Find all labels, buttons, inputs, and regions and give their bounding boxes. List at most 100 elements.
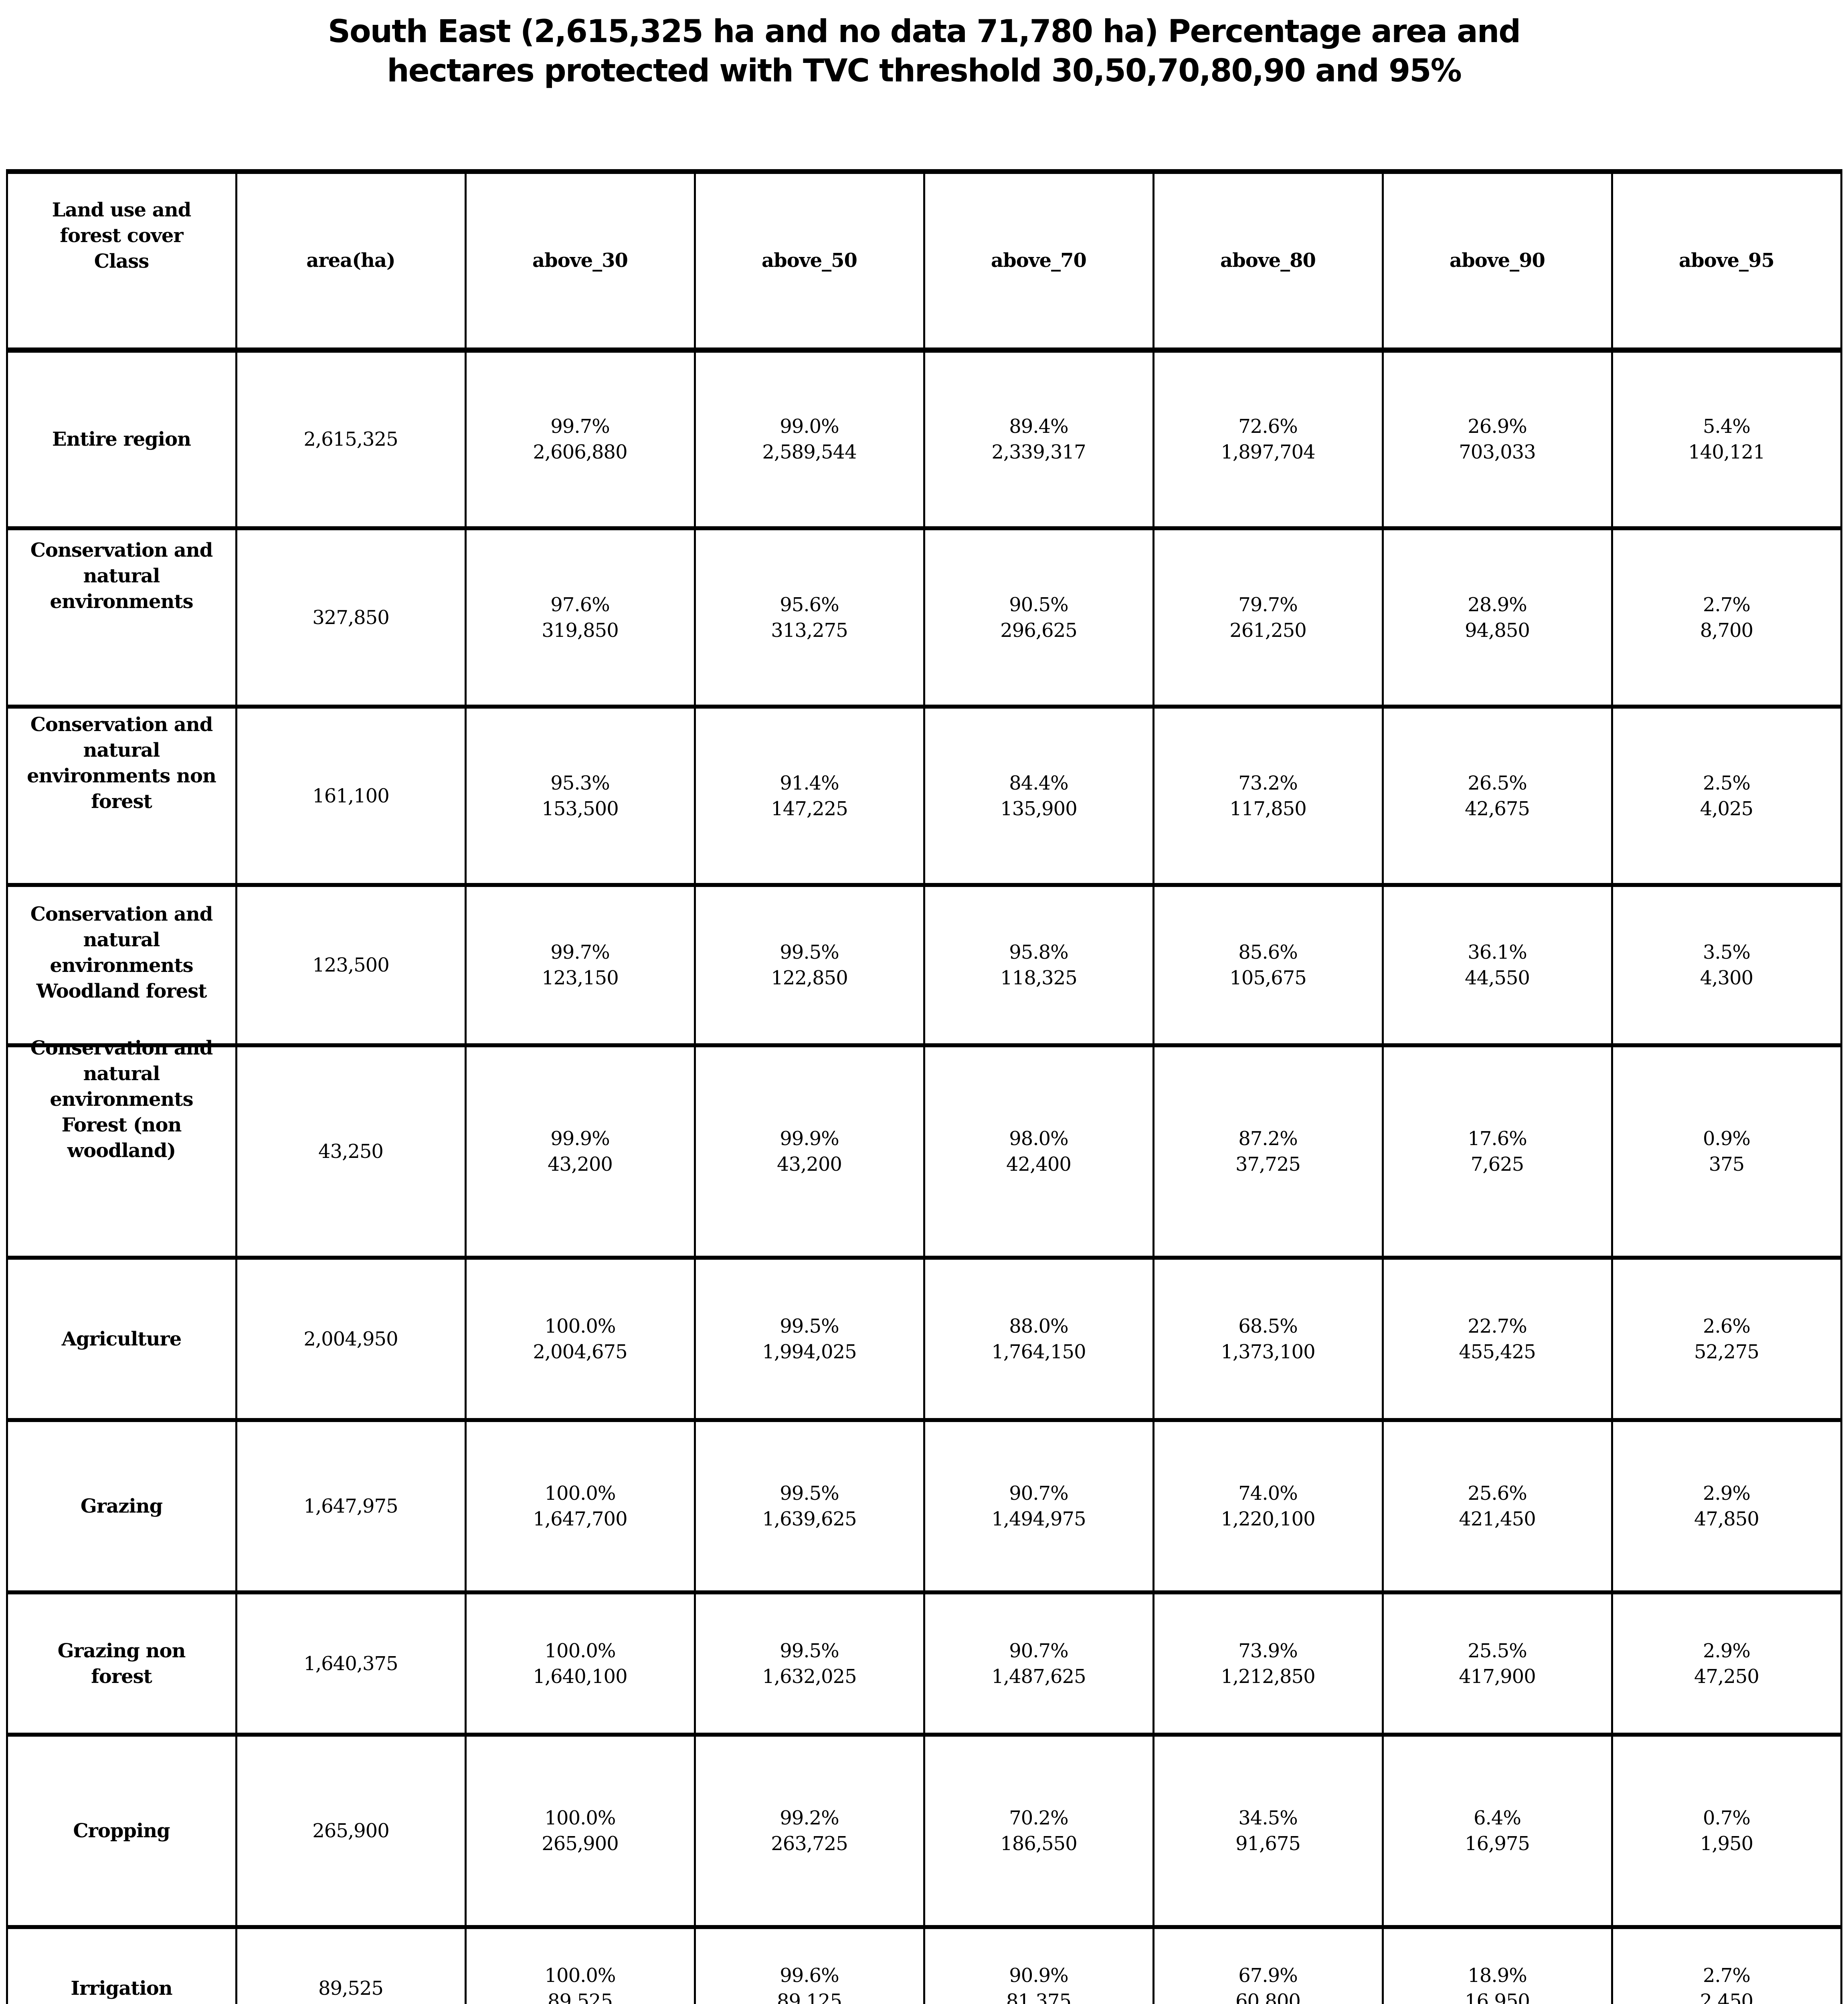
- percent-value: 0.9%: [1703, 1127, 1751, 1150]
- row-label: Conservation and natural environments Wo…: [30, 903, 213, 1002]
- hectares-value: 16,950: [1465, 1990, 1530, 2004]
- threshold-cell: 90.9% 81,375: [923, 1927, 1154, 2004]
- row-label: Conservation and natural environments no…: [27, 713, 216, 813]
- percent-value: 100.0%: [544, 1639, 616, 1662]
- row-label-cell: Conservation and natural environments no…: [6, 707, 237, 885]
- hectares-value: 43,200: [777, 1153, 842, 1176]
- percent-value: 99.7%: [550, 941, 610, 964]
- threshold-cell: 26.9% 703,033: [1381, 350, 1613, 528]
- hectares-value: 43,200: [548, 1153, 613, 1176]
- threshold-cell: 100.0% 2,004,675: [464, 1258, 696, 1420]
- hectares-value: 263,725: [771, 1832, 848, 1855]
- hectares-value: 147,225: [771, 797, 848, 820]
- hectares-value: 455,425: [1459, 1340, 1536, 1363]
- percent-value: 0.7%: [1703, 1807, 1751, 1829]
- hectares-value: 1,220,100: [1221, 1508, 1315, 1530]
- area-ha-value: 2,004,950: [303, 1327, 398, 1350]
- threshold-cell: 99.0% 2,589,544: [694, 350, 925, 528]
- hectares-value: 140,121: [1688, 441, 1765, 464]
- column-header-label: Land use and forest cover Class: [52, 199, 192, 273]
- percent-value: 87.2%: [1238, 1127, 1298, 1150]
- column-header: above_90: [1381, 172, 1613, 350]
- page-title: South East (2,615,325 ha and no data 71,…: [102, 12, 1746, 91]
- percent-value: 6.4%: [1474, 1807, 1521, 1829]
- hectares-value: 261,250: [1229, 619, 1307, 642]
- threshold-cell: 3.5% 4,300: [1611, 885, 1842, 1045]
- hectares-value: 117,850: [1229, 797, 1307, 820]
- hectares-value: 91,675: [1235, 1832, 1301, 1855]
- table-row: Conservation and natural environments 327…: [6, 528, 1842, 707]
- row-label: Irrigation: [71, 1977, 172, 2000]
- area-ha-cell: 43,250: [235, 1045, 467, 1258]
- hectares-value: 1,647,700: [533, 1508, 627, 1530]
- hectares-value: 1,640,100: [533, 1665, 627, 1688]
- hectares-value: 2,606,880: [533, 441, 627, 464]
- threshold-cell: 91.4% 147,225: [694, 707, 925, 885]
- hectares-value: 1,950: [1700, 1832, 1753, 1855]
- hectares-value: 135,900: [1000, 797, 1078, 820]
- threshold-cell: 6.4% 16,975: [1381, 1735, 1613, 1927]
- hectares-value: 2,004,675: [533, 1340, 627, 1363]
- percent-value: 17.6%: [1468, 1127, 1527, 1150]
- hectares-value: 16,975: [1465, 1832, 1530, 1855]
- table-body: Entire region 2,615,325 99.7% 2,606,880 99.0…: [6, 350, 1842, 2004]
- threshold-cell: 2.6% 52,275: [1611, 1258, 1842, 1420]
- percent-value: 97.6%: [550, 593, 610, 616]
- column-header: above_80: [1152, 172, 1384, 350]
- row-label: Conservation and natural environments: [30, 539, 213, 613]
- area-ha-cell: 327,850: [235, 528, 467, 707]
- row-label-cell: Conservation and natural environments: [6, 528, 237, 707]
- column-header-label: above_90: [1450, 249, 1545, 272]
- hectares-value: 105,675: [1229, 967, 1307, 989]
- threshold-cell: 36.1% 44,550: [1381, 885, 1613, 1045]
- hectares-value: 89,525: [548, 1990, 613, 2004]
- percent-value: 100.0%: [544, 1807, 616, 1829]
- percent-value: 2.6%: [1703, 1315, 1751, 1337]
- threshold-cell: 100.0% 1,640,100: [464, 1592, 696, 1735]
- percent-value: 99.6%: [780, 1964, 839, 1987]
- area-ha-cell: 1,647,975: [235, 1420, 467, 1592]
- threshold-cell: 73.2% 117,850: [1152, 707, 1384, 885]
- threshold-cell: 99.5% 1,632,025: [694, 1592, 925, 1735]
- hectares-value: 186,550: [1000, 1832, 1078, 1855]
- percent-value: 99.5%: [780, 1315, 839, 1337]
- hectares-value: 1,764,150: [991, 1340, 1086, 1363]
- row-label-cell: Cropping: [6, 1735, 237, 1927]
- hectares-value: 296,625: [1000, 619, 1078, 642]
- column-header: above_50: [694, 172, 925, 350]
- percent-value: 73.9%: [1238, 1639, 1298, 1662]
- threshold-cell: 99.2% 263,725: [694, 1735, 925, 1927]
- threshold-cell: 99.7% 123,150: [464, 885, 696, 1045]
- hectares-value: 1,897,704: [1221, 441, 1315, 464]
- percent-value: 70.2%: [1009, 1807, 1068, 1829]
- threshold-cell: 72.6% 1,897,704: [1152, 350, 1384, 528]
- hectares-value: 4,025: [1700, 797, 1753, 820]
- threshold-cell: 2.9% 47,850: [1611, 1420, 1842, 1592]
- threshold-cell: 95.6% 313,275: [694, 528, 925, 707]
- threshold-cell: 84.4% 135,900: [923, 707, 1154, 885]
- percent-value: 72.6%: [1238, 415, 1298, 438]
- area-ha-cell: 2,615,325: [235, 350, 467, 528]
- table-row: Conservation and natural environments Fo…: [6, 1037, 1842, 1258]
- threshold-cell: 28.9% 94,850: [1381, 528, 1613, 707]
- row-label-cell: Irrigation: [6, 1927, 237, 2004]
- hectares-value: 47,250: [1694, 1665, 1759, 1688]
- percent-value: 99.9%: [550, 1127, 610, 1150]
- hectares-value: 421,450: [1459, 1508, 1536, 1530]
- header-row: Land use and forest cover Class area(ha) a…: [6, 172, 1842, 350]
- threshold-cell: 98.0% 42,400: [923, 1045, 1154, 1258]
- percent-value: 95.8%: [1009, 941, 1068, 964]
- percent-value: 3.5%: [1703, 941, 1751, 964]
- hectares-value: 42,675: [1465, 797, 1530, 820]
- column-header-label: above_70: [991, 249, 1087, 272]
- threshold-cell: 100.0% 265,900: [464, 1735, 696, 1927]
- threshold-cell: 88.0% 1,764,150: [923, 1258, 1154, 1420]
- hectares-value: 703,033: [1459, 441, 1536, 464]
- threshold-cell: 99.6% 89,125: [694, 1927, 925, 2004]
- title-line-2: hectares protected with TVC threshold 30…: [387, 53, 1462, 89]
- threshold-cell: 85.6% 105,675: [1152, 885, 1384, 1045]
- hectares-value: 47,850: [1694, 1508, 1759, 1530]
- row-label-cell: Agriculture: [6, 1258, 237, 1420]
- percent-value: 99.5%: [780, 1639, 839, 1662]
- threshold-cell: 90.7% 1,487,625: [923, 1592, 1154, 1735]
